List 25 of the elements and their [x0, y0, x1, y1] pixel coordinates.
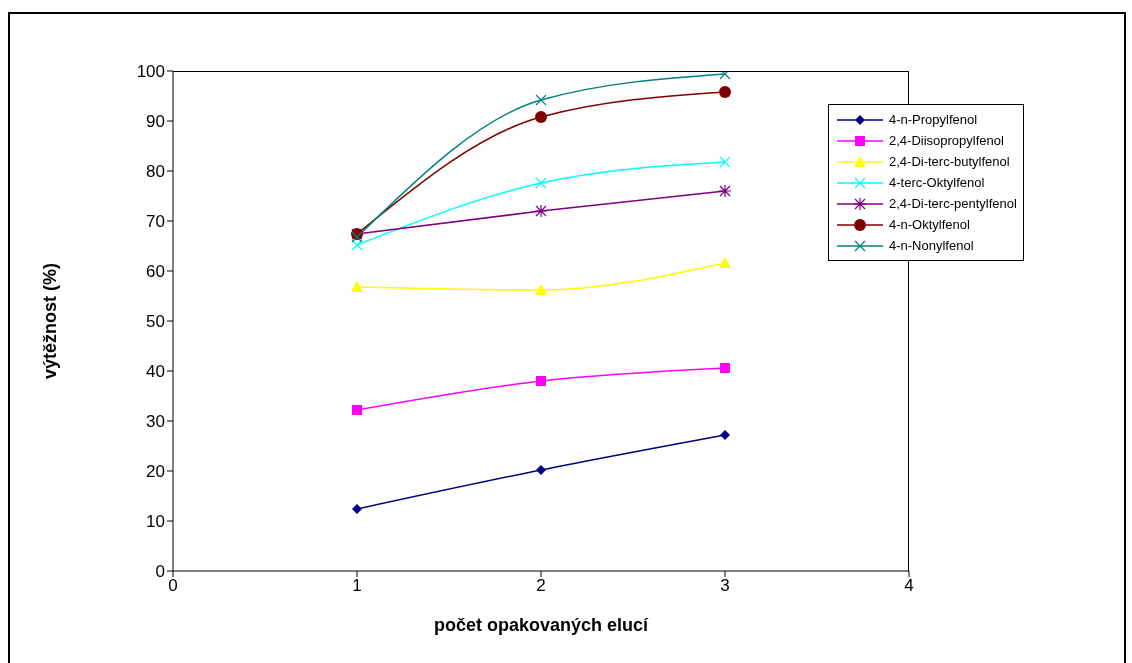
y-tick-label: 40: [146, 362, 165, 382]
y-tick-label: 70: [146, 212, 165, 232]
y-axis-title: výtěžnost (%): [40, 262, 61, 380]
x-tick-label: 4: [904, 576, 914, 596]
legend-label: 4-n-Propylfenol: [889, 112, 978, 127]
y-tick-label: 100: [136, 62, 165, 82]
legend-label: 2,4-Di-terc-butylfenol: [889, 154, 1010, 169]
legend-label: 4-n-Oktylfenol: [889, 217, 970, 232]
y-tick-label: 80: [146, 162, 165, 182]
y-tick-label: 20: [146, 462, 165, 482]
y-tick-label: 30: [146, 412, 165, 432]
legend-label: 4-n-Nonylfenol: [889, 238, 974, 253]
x-axis-title: počet opakovaných elucí: [433, 615, 650, 635]
y-tick-label: 10: [146, 512, 165, 532]
y-tick-label: 50: [146, 312, 165, 332]
x-tick-label: 1: [352, 576, 362, 596]
x-tick-label: 0: [168, 576, 178, 596]
legend-label: 2,4-Di-terc-pentylfenol: [889, 196, 1017, 211]
x-tick-label: 3: [720, 576, 730, 596]
x-tick-label: 2: [536, 576, 546, 596]
y-tick-label: 60: [146, 262, 165, 282]
y-tick-label: 0: [155, 562, 165, 582]
legend-label: 2,4-Diisopropylfenol: [889, 133, 1004, 148]
legend-label: 4-terc-Oktylfenol: [889, 175, 985, 190]
y-tick-label: 90: [146, 112, 165, 132]
